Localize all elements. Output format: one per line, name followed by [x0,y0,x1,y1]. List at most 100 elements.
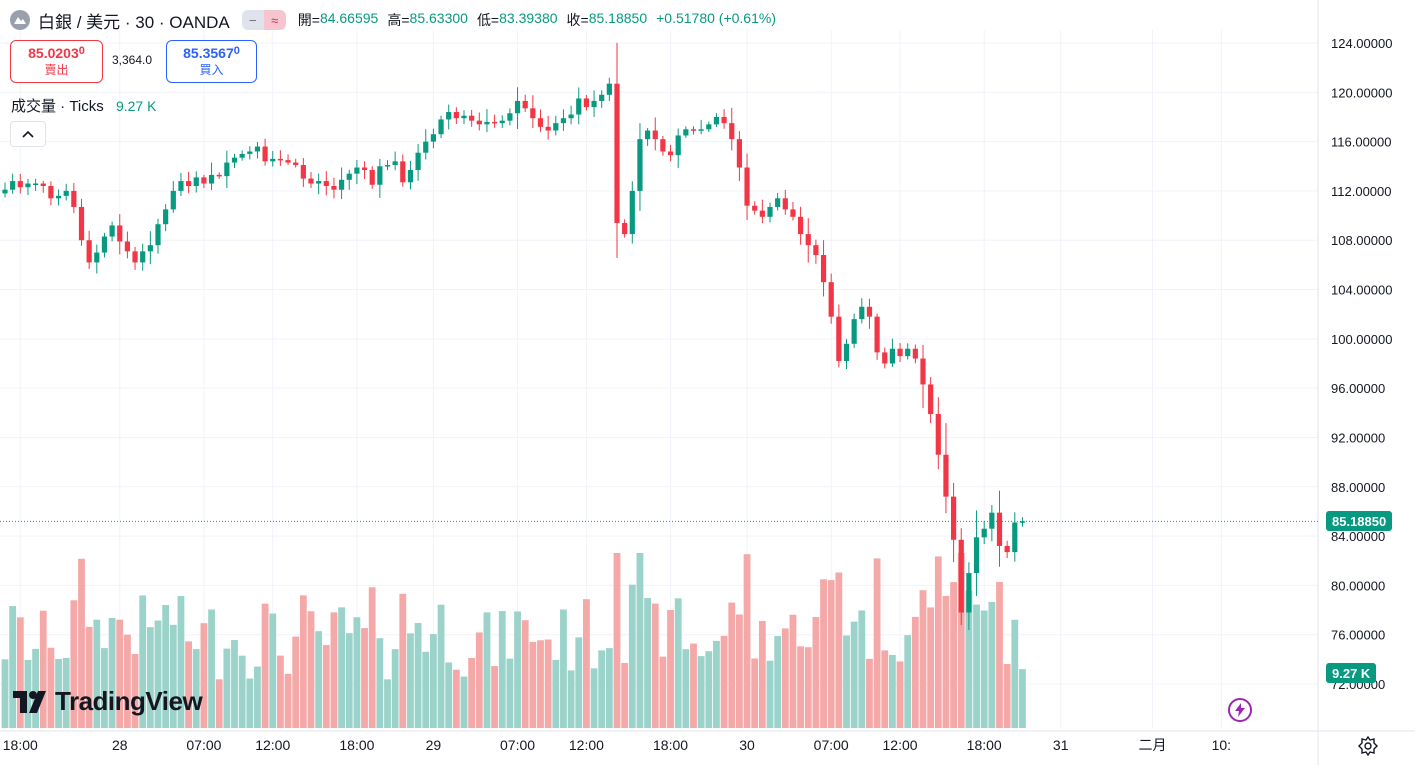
lightning-icon[interactable] [1228,698,1252,722]
volume-bar [804,647,812,728]
volume-bar [146,627,154,728]
time-axis-label: 12:00 [255,737,290,753]
candle-body [744,167,750,206]
candle-body [530,108,536,119]
volume-bar [177,596,185,728]
volume-bar [843,635,850,728]
candle-body [2,189,8,194]
candle-body [186,181,192,186]
candle-body [652,130,658,140]
candle-body [484,121,490,125]
candle-body [614,83,620,223]
volume-bar [697,656,705,728]
volume-bar [651,603,659,728]
volume-bar [414,623,422,728]
candle-body [147,245,153,252]
price-axis[interactable]: 124.00000 120.00000 116.00000 112.00000 108.… [1331,36,1392,692]
candle-body [178,181,184,191]
candle-body [958,539,964,613]
volume-bar [315,631,323,728]
time-axis-label: 12:00 [883,737,918,753]
price-axis-label: 120.00000 [1331,85,1392,100]
volume-bar [208,609,215,728]
candle-body [239,153,245,158]
sell-button[interactable]: 85.02030 賣出 [10,40,103,83]
candle-body [629,190,635,235]
volume-bar [376,638,384,728]
minus-icon[interactable]: − [241,10,264,30]
volume-bar [1003,663,1011,728]
volume-legend[interactable]: 成交量 · Ticks 9.27 K [11,95,156,116]
candle-body [759,210,765,217]
volume-bar [514,611,521,728]
low-value: 83.39380 [499,10,558,26]
candle-body [859,306,865,320]
candle-body [193,177,199,186]
symbol-title[interactable]: 白銀 / 美元 · 30 · OANDA [38,12,230,32]
volume-bar [162,604,170,728]
volume-bar [797,646,804,728]
volume-bar [16,617,24,728]
volume-bar [292,636,300,728]
volume-bar [139,595,147,728]
time-axis-label: 28 [112,737,128,753]
volume-bar [850,621,858,728]
volume-bars [1,553,1026,728]
candle-body [591,100,597,108]
candle-body [361,167,368,170]
volume-bar [215,679,223,728]
collapse-legend-button[interactable] [10,121,46,147]
candle-body [430,134,436,142]
volume-bar [537,640,544,728]
compare-toggle[interactable]: − ≈ [241,10,286,30]
candle-body [25,183,31,188]
price-axis-label: 112.00000 [1331,184,1392,199]
candle-body [675,135,681,156]
candle-body [423,141,429,153]
volume-bar [62,657,70,728]
buy-button[interactable]: 85.35670 買入 [166,40,257,83]
settings-gear-icon[interactable] [1357,735,1379,757]
high-label: 高= [387,12,410,28]
open-label: 開= [297,12,320,28]
candle-body [277,158,283,161]
volume-legend-value: 9.27 K [115,98,157,114]
volume-bar [430,634,437,728]
volume-bar [667,609,674,728]
price-axis-label: 96.00000 [1331,381,1385,396]
volume-bar [766,660,774,728]
volume-bar [957,553,965,728]
symbol-icon[interactable] [10,10,30,30]
volume-bar [889,654,896,728]
volume-bar [345,633,353,728]
volume-bar [636,553,644,728]
candle-body [132,251,138,263]
candle-body [170,190,176,210]
candle-body [690,129,697,131]
candle-body [775,198,781,207]
volume-bar [728,602,736,728]
candle-body [736,139,742,168]
volume-bar [567,670,575,728]
volume-bar [705,651,713,728]
candle-body [201,177,207,184]
candle-body [897,348,903,357]
candle-body [247,151,253,154]
candle-body [208,174,215,184]
approx-icon[interactable]: ≈ [263,10,286,30]
tradingview-logo[interactable]: TradingView [13,686,203,717]
candle-body [767,206,773,217]
volume-bar [827,580,835,728]
candle-body [469,115,475,121]
time-axis-label: 12:00 [569,737,604,753]
volume-bar [781,628,789,728]
candle-body [851,319,857,344]
candle-body [729,123,735,140]
time-axis[interactable]: 18:00 28 07:00 12:00 18:00 29 07:00 12:00 18:00 3… [3,737,1231,753]
volume-bar [774,636,782,728]
buy-price: 85.35670 [183,45,240,61]
candle-body [973,537,980,574]
volume-bar [24,659,32,728]
volume-bar [628,584,636,728]
